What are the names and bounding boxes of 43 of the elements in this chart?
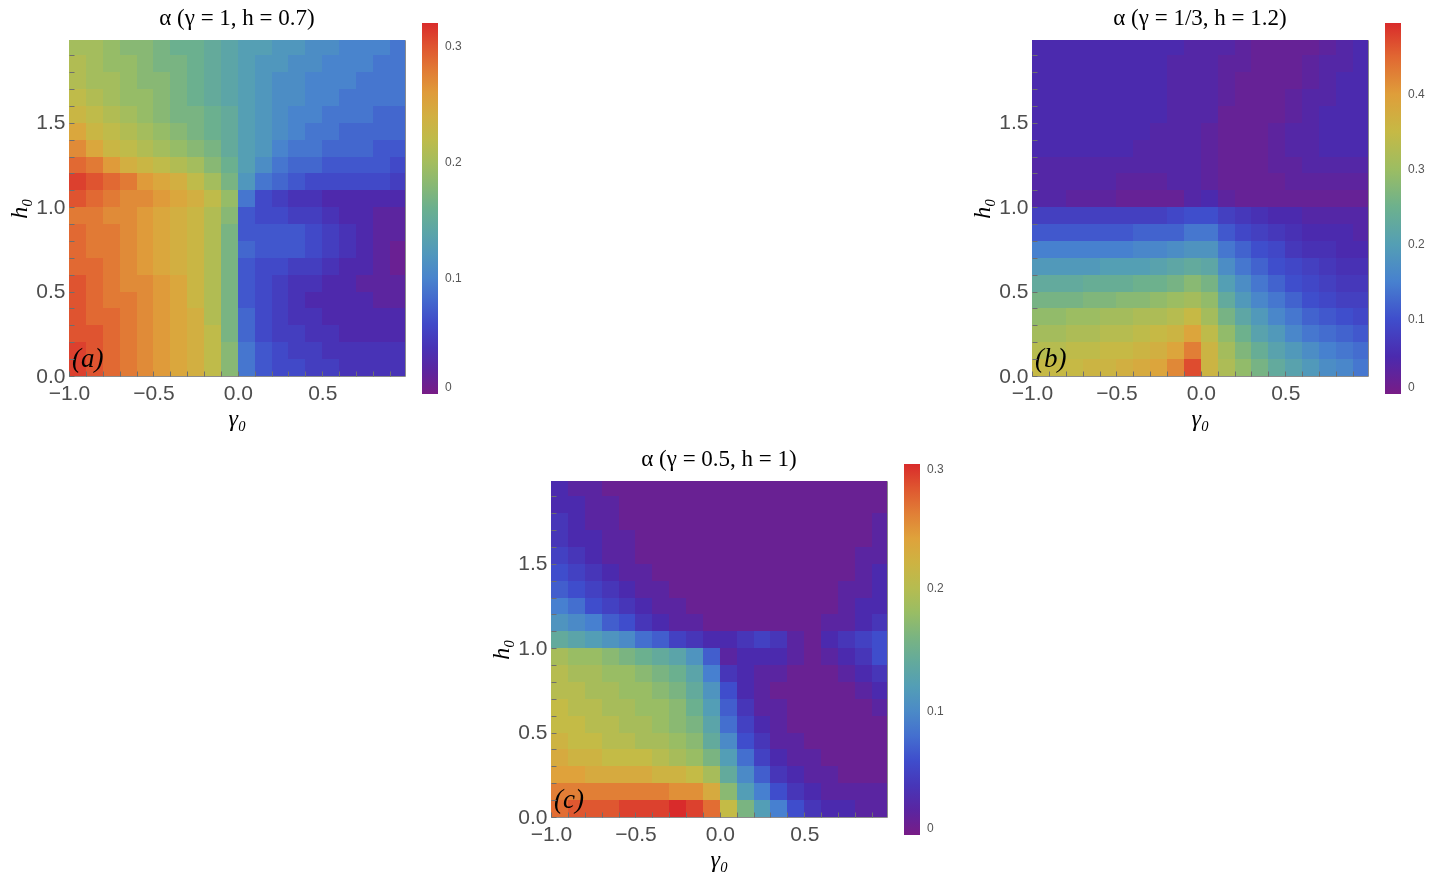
x-tick-label: 0.5 bbox=[790, 821, 820, 845]
color-bar-label: 0.2 bbox=[1408, 237, 1426, 252]
color-bar-label: 0 bbox=[1408, 380, 1415, 394]
x-axis-title: γ₀ bbox=[228, 404, 247, 431]
y-axis-title: h₀ bbox=[488, 639, 515, 660]
y-tick-label: 0.5 bbox=[36, 279, 66, 303]
annotation: (b) bbox=[1035, 343, 1067, 373]
x-axis-title: γ₀ bbox=[710, 845, 729, 872]
color-bar-label: 0 bbox=[927, 821, 934, 835]
y-tick-label: 1.5 bbox=[36, 110, 66, 134]
x-tick-label: 0.0 bbox=[705, 821, 735, 845]
color-bar-label: 0.3 bbox=[445, 39, 463, 54]
x-tick-label: −0.5 bbox=[615, 821, 657, 845]
color-bar-label: 0.3 bbox=[927, 462, 945, 476]
y-tick-label: 1.0 bbox=[36, 194, 66, 218]
y-axis-title: h₀ bbox=[6, 198, 33, 219]
chart-title: α (γ = 1/3, h = 1.2) bbox=[1113, 5, 1287, 30]
y-tick-label: 1.0 bbox=[518, 635, 548, 659]
annotation: (a) bbox=[72, 343, 104, 373]
y-tick-label: 0.5 bbox=[518, 720, 548, 744]
annotation: (c) bbox=[554, 784, 584, 814]
y-axis-title: h₀ bbox=[969, 198, 996, 219]
y-tick-label: 0.5 bbox=[999, 279, 1029, 303]
y-tick-label: 1.5 bbox=[518, 551, 548, 575]
color-bar-label: 0.1 bbox=[1408, 312, 1426, 327]
x-tick-label: 0.0 bbox=[223, 380, 253, 404]
chart-title: α (γ = 1, h = 0.7) bbox=[159, 5, 315, 30]
x-tick-label: 0.5 bbox=[1271, 380, 1301, 404]
x-axis-title: γ₀ bbox=[1191, 404, 1210, 431]
y-tick-label: 1.5 bbox=[999, 110, 1029, 134]
color-bar-label: 0 bbox=[445, 380, 452, 394]
color-bar-label: 0.2 bbox=[927, 580, 945, 595]
x-tick-label: 0.5 bbox=[308, 380, 338, 404]
color-bar-label: 0.3 bbox=[1408, 162, 1426, 177]
y-tick-label: 1.0 bbox=[999, 194, 1029, 218]
x-tick-label: −0.5 bbox=[133, 380, 175, 404]
color-bar-label: 0.2 bbox=[445, 155, 463, 170]
chart-title: α (γ = 0.5, h = 1) bbox=[641, 446, 797, 471]
color-bar-label: 0.1 bbox=[927, 704, 945, 719]
x-tick-label: −0.5 bbox=[1096, 380, 1138, 404]
color-bar-label: 0.1 bbox=[445, 271, 463, 286]
color-bar-label: 0.4 bbox=[1408, 87, 1426, 102]
x-tick-label: 0.0 bbox=[1186, 380, 1216, 404]
